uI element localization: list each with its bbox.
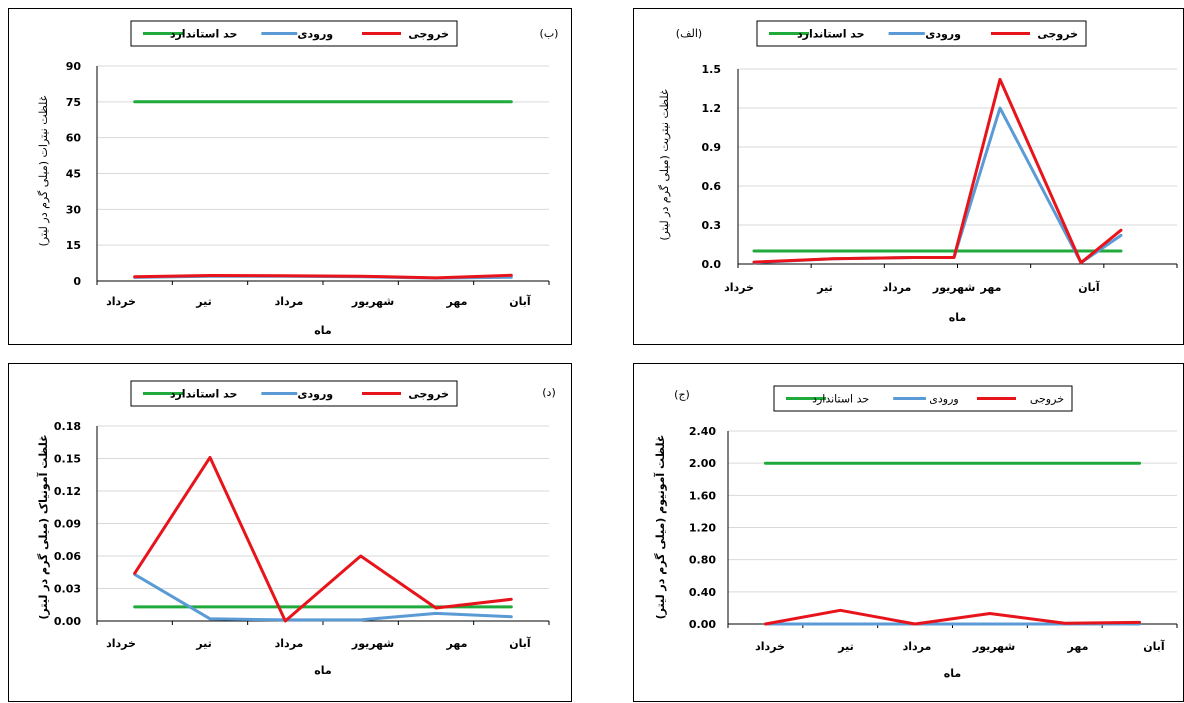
y-tick-label: 0.80 xyxy=(689,554,716,567)
y-tick-label: 0.3 xyxy=(702,219,722,232)
x-tick-label: تیر xyxy=(816,281,832,294)
x-tick-label: مهر xyxy=(446,295,468,308)
x-tick-label: آبان xyxy=(509,294,531,308)
chart-nitrite: 0.0 0.3 0.6 0.9 1.2 1.5 خرداد تیر مرداد شهریور مهر… xyxy=(658,20,1178,324)
chart-panel-nitrite: 0.0 0.3 0.6 0.9 1.2 1.5 خرداد تیر مرداد شهریور مهر… xyxy=(633,8,1184,345)
chart-ammonia: 0.00 0.03 0.06 0.09 0.12 0.15 0.18 خرداد تیر مردا… xyxy=(36,380,556,677)
y-tick-label: 2.40 xyxy=(689,425,716,438)
panel-tag: (ج) xyxy=(674,388,690,401)
y-tick-label: 0.06 xyxy=(54,550,81,563)
chart-panel-nitrate: 0 15 30 45 60 75 90 خرداد تیر مرداد شهریور مهر آبان م… xyxy=(8,8,572,345)
x-tick-label: آبان xyxy=(1143,639,1165,653)
legend: خروجی ورودی حد استاندارد xyxy=(773,385,1073,412)
x-axis-title: ماه xyxy=(949,311,966,324)
panel-tag: (د) xyxy=(542,386,556,399)
x-tick-label: مرداد xyxy=(275,295,304,308)
legend-label-standard: حد استاندارد xyxy=(797,28,865,41)
series-line-inlet xyxy=(752,106,1123,265)
y-tick-label: 0.6 xyxy=(702,180,722,193)
legend-label-standard: حد استاندارد xyxy=(170,388,238,401)
y-tick-label: 75 xyxy=(66,96,81,109)
series-line-outlet xyxy=(752,77,1123,265)
y-axis-title: غلظت آمونیاک (میلی گرم در لیتر) xyxy=(36,434,50,619)
y-tick-label: 45 xyxy=(66,168,81,181)
x-axis-title: ماه xyxy=(944,667,961,680)
legend-label-outlet: خروجی xyxy=(1030,393,1064,406)
x-tick-label: مرداد xyxy=(903,640,932,653)
y-axis-title: غلظت آمونیوم (میلی گرم در لیتر) xyxy=(653,435,667,620)
y-tick-label: 0.00 xyxy=(689,618,716,631)
x-tick-label: خرداد xyxy=(724,281,754,294)
y-tick-label: 90 xyxy=(66,60,82,73)
legend-label-outlet: خروجی xyxy=(408,388,449,401)
x-tick-label: مرداد xyxy=(275,637,304,650)
x-tick-label: مرداد xyxy=(883,281,912,294)
y-tick-label: 60 xyxy=(66,132,82,145)
chart-ammonium: 0.00 0.40 0.80 1.20 1.60 2.00 2.40 خرداد تیر مردا… xyxy=(653,385,1178,680)
legend-label-outlet: خروجی xyxy=(1037,28,1078,41)
legend-label-standard: حد استاندارد xyxy=(170,28,238,41)
y-tick-label: 0.40 xyxy=(689,586,716,599)
x-tick-label: تیر xyxy=(195,637,211,650)
x-tick-label: مهر xyxy=(1067,640,1089,653)
y-tick-label: 0.09 xyxy=(54,518,81,531)
y-tick-label: 1.5 xyxy=(702,63,722,76)
panel-tag: (الف) xyxy=(676,27,702,40)
x-tick-label: مهر xyxy=(446,637,468,650)
x-tick-label: خرداد xyxy=(106,637,136,650)
y-axis-title: غلظت نیترات (میلی گرم در لیتر) xyxy=(37,95,50,246)
legend: خروجی ورودی حد استاندارد xyxy=(756,20,1087,47)
x-tick-label: مهر xyxy=(980,281,1002,294)
x-tick-label: شهریور xyxy=(351,637,394,650)
x-tick-label: شهریور xyxy=(932,281,975,294)
x-axis-title: ماه xyxy=(314,324,331,337)
y-tick-label: 1.60 xyxy=(689,489,716,502)
y-tick-label: 0.00 xyxy=(54,615,81,628)
y-tick-label: 15 xyxy=(66,239,81,252)
legend: خروجی ورودی حد استاندارد xyxy=(130,380,458,407)
y-tick-label: 1.20 xyxy=(689,522,716,535)
legend-label-inlet: ورودی xyxy=(925,28,961,41)
legend-label-inlet: ورودی xyxy=(929,393,958,406)
chart-panel-ammonia: 0.00 0.03 0.06 0.09 0.12 0.15 0.18 خرداد تیر مردا… xyxy=(8,363,572,702)
y-tick-label: 0.0 xyxy=(702,258,722,271)
x-tick-label: آبان xyxy=(1078,280,1100,294)
y-tick-label: 30 xyxy=(66,203,82,216)
y-axis-title: غلظت نیتریت (میلی گرم در لیتر) xyxy=(658,89,671,241)
x-axis-title: ماه xyxy=(314,664,331,677)
legend-label-standard: حد استاندارد xyxy=(812,393,869,406)
x-tick-label: شهریور xyxy=(351,295,394,308)
y-tick-label: 0 xyxy=(73,275,81,288)
legend-label-inlet: ورودی xyxy=(297,388,333,401)
y-tick-label: 1.2 xyxy=(702,102,722,115)
y-tick-label: 0.15 xyxy=(54,453,81,466)
x-tick-label: آبان xyxy=(509,636,531,650)
x-tick-label: خرداد xyxy=(755,640,785,653)
legend-label-inlet: ورودی xyxy=(297,28,333,41)
x-tick-label: خرداد xyxy=(106,295,136,308)
series-line-outlet xyxy=(133,455,513,623)
panel-tag: (ب) xyxy=(540,27,559,40)
x-tick-label: تیر xyxy=(195,295,211,308)
y-tick-label: 0.12 xyxy=(54,485,81,498)
legend: خروجی ورودی حد استاندارد xyxy=(130,20,458,47)
series-line-outlet xyxy=(763,608,1142,626)
chart-panel-ammonium: 0.00 0.40 0.80 1.20 1.60 2.00 2.40 خرداد تیر مردا… xyxy=(633,363,1184,702)
y-tick-label: 0.9 xyxy=(702,141,722,154)
y-tick-label: 0.18 xyxy=(54,420,81,433)
series-line-outlet xyxy=(133,273,513,280)
x-tick-label: شهریور xyxy=(972,640,1015,653)
legend-label-outlet: خروجی xyxy=(408,28,449,41)
y-tick-label: 2.00 xyxy=(689,457,716,470)
series-line-inlet xyxy=(133,572,513,622)
x-tick-label: تیر xyxy=(837,640,853,653)
chart-nitrate: 0 15 30 45 60 75 90 خرداد تیر مرداد شهریور مهر آبان م… xyxy=(37,20,559,337)
y-tick-label: 0.03 xyxy=(54,583,81,596)
